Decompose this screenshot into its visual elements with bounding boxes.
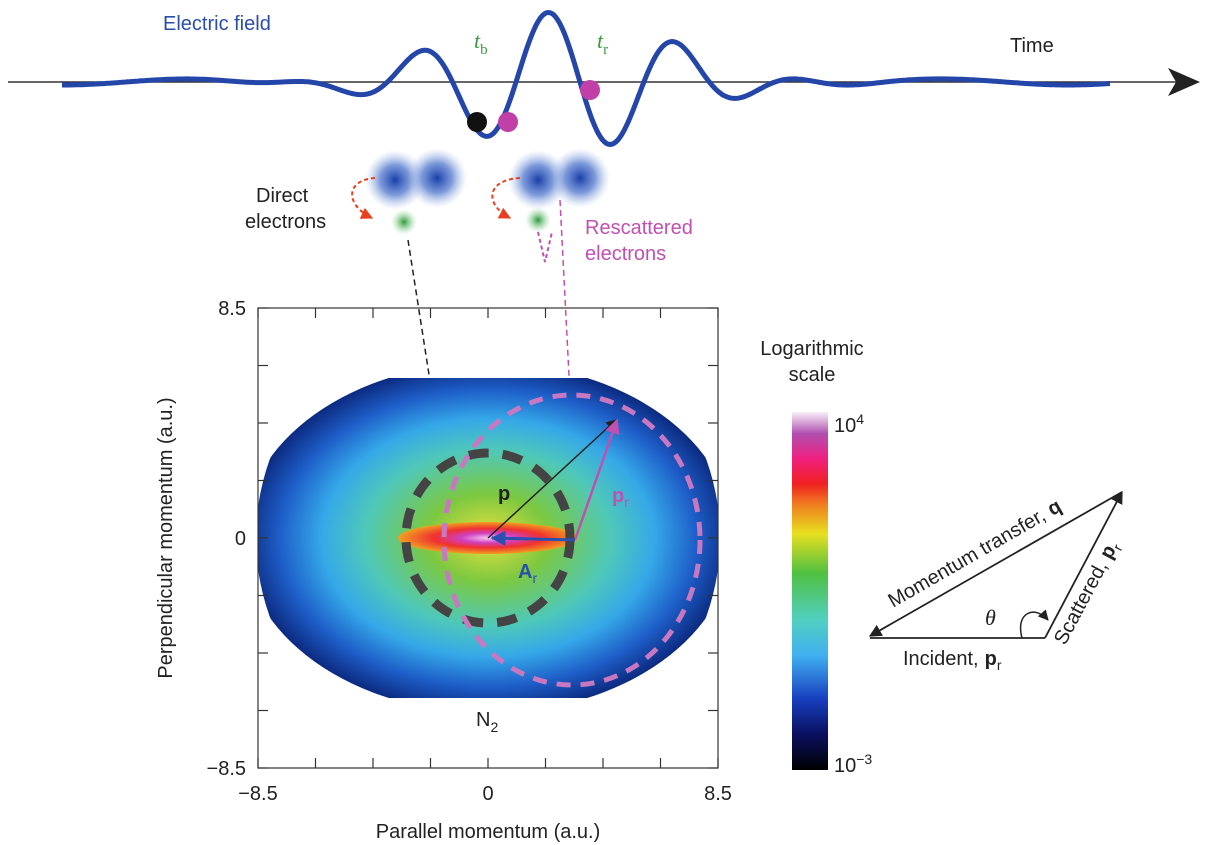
y-tick-label: 8.5 bbox=[218, 298, 246, 320]
wave bbox=[62, 9, 1111, 148]
incident-label: Incident, pr bbox=[903, 648, 1002, 673]
angle-arc bbox=[1019, 609, 1049, 639]
wave-label: Electric field bbox=[163, 13, 271, 35]
colorbar bbox=[792, 412, 828, 770]
atom bbox=[550, 148, 610, 208]
p-label: p bbox=[498, 483, 510, 505]
ar-vector bbox=[490, 530, 576, 546]
ionize-arrow bbox=[351, 177, 376, 219]
direct-label: Direct electrons bbox=[245, 185, 326, 233]
ar-label: Ar bbox=[518, 561, 537, 586]
rescatter-arrow bbox=[559, 199, 575, 396]
molecule-label: N2 bbox=[476, 709, 498, 735]
colorbar-title: Logarithmic scale bbox=[760, 338, 863, 386]
colorbar-max: 104 bbox=[834, 411, 864, 437]
angle-label: θ bbox=[985, 605, 996, 630]
dot bbox=[580, 80, 600, 100]
ionize-arrow bbox=[491, 177, 521, 219]
t-r: tr bbox=[597, 28, 608, 58]
pr-label: pr bbox=[612, 485, 629, 510]
scattered-arrow bbox=[1044, 490, 1123, 639]
y-tick-label: 0 bbox=[235, 528, 246, 550]
dot bbox=[467, 112, 487, 132]
pr-vector bbox=[573, 418, 620, 541]
x-tick-label: −8.5 bbox=[238, 783, 277, 805]
time-label: Time bbox=[1010, 35, 1054, 57]
scattered-label: Scattered,pr bbox=[1050, 537, 1126, 650]
direct-circle bbox=[401, 448, 575, 628]
x-axis-label: Parallel momentum (a.u.) bbox=[376, 821, 601, 843]
electron bbox=[391, 209, 417, 235]
x-tick-label: 0 bbox=[482, 783, 493, 805]
x-tick-label: 8.5 bbox=[704, 783, 732, 805]
rescattered-label: Rescattered electrons bbox=[585, 217, 693, 265]
t-b: tb bbox=[474, 28, 488, 58]
y-axis-label: Perpendicular momentum (a.u.) bbox=[155, 397, 177, 678]
time-arrow bbox=[1168, 68, 1200, 96]
transfer-arrow bbox=[868, 491, 1123, 637]
rescatter-path bbox=[537, 231, 553, 263]
dot bbox=[498, 112, 518, 132]
atom bbox=[407, 148, 467, 208]
transfer-label: Momentum transfer,q bbox=[885, 495, 1066, 612]
rescatter-circle bbox=[441, 392, 703, 688]
p-vector bbox=[487, 419, 617, 539]
y-tick-label: −8.5 bbox=[207, 758, 246, 780]
colorbar-min: 10−3 bbox=[834, 751, 872, 777]
electron bbox=[525, 207, 551, 233]
